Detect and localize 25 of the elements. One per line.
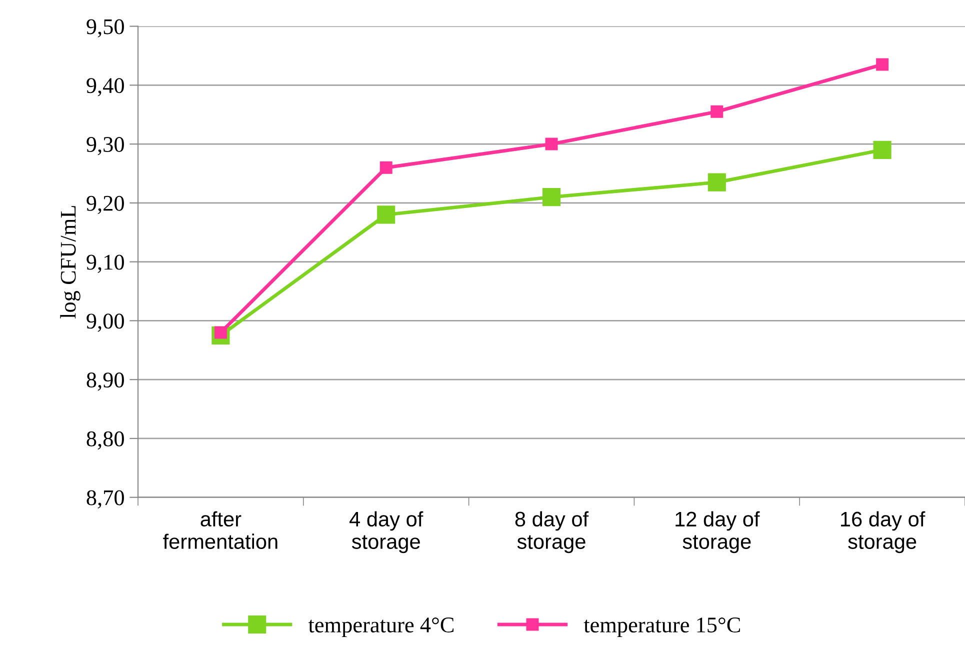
point — [876, 58, 889, 71]
y-tick-label: 8,70 — [86, 490, 124, 508]
x-tick-label: after fermentation — [163, 511, 278, 549]
y-tick-label: 9,20 — [86, 196, 124, 214]
legend-label: temperature 15°C — [584, 617, 740, 637]
y-tick-label: 8,80 — [86, 431, 124, 450]
y-tick-label: 9,10 — [86, 254, 124, 273]
point — [542, 188, 561, 206]
y-tick-label: 9,50 — [86, 19, 124, 38]
point — [873, 140, 892, 159]
y-axis-title: log CFU/mL — [60, 206, 80, 318]
point — [545, 138, 558, 150]
x-tick-label: 8 day of storage — [515, 511, 589, 554]
point — [708, 173, 726, 192]
point — [377, 206, 396, 224]
point — [380, 161, 392, 174]
legend-label: temperature 4°C — [308, 617, 454, 637]
y-tick-label: 8,90 — [86, 372, 124, 391]
x-tick-label: 16 day of storage — [841, 511, 926, 554]
point — [710, 105, 724, 118]
y-tick-label: 9,40 — [86, 78, 124, 96]
y-tick-label: 9,30 — [86, 136, 124, 156]
x-tick-label: 12 day of storage — [676, 511, 760, 554]
y-tick-label: 9,00 — [86, 314, 124, 332]
x-tick-label: 4 day of storage — [350, 511, 424, 554]
